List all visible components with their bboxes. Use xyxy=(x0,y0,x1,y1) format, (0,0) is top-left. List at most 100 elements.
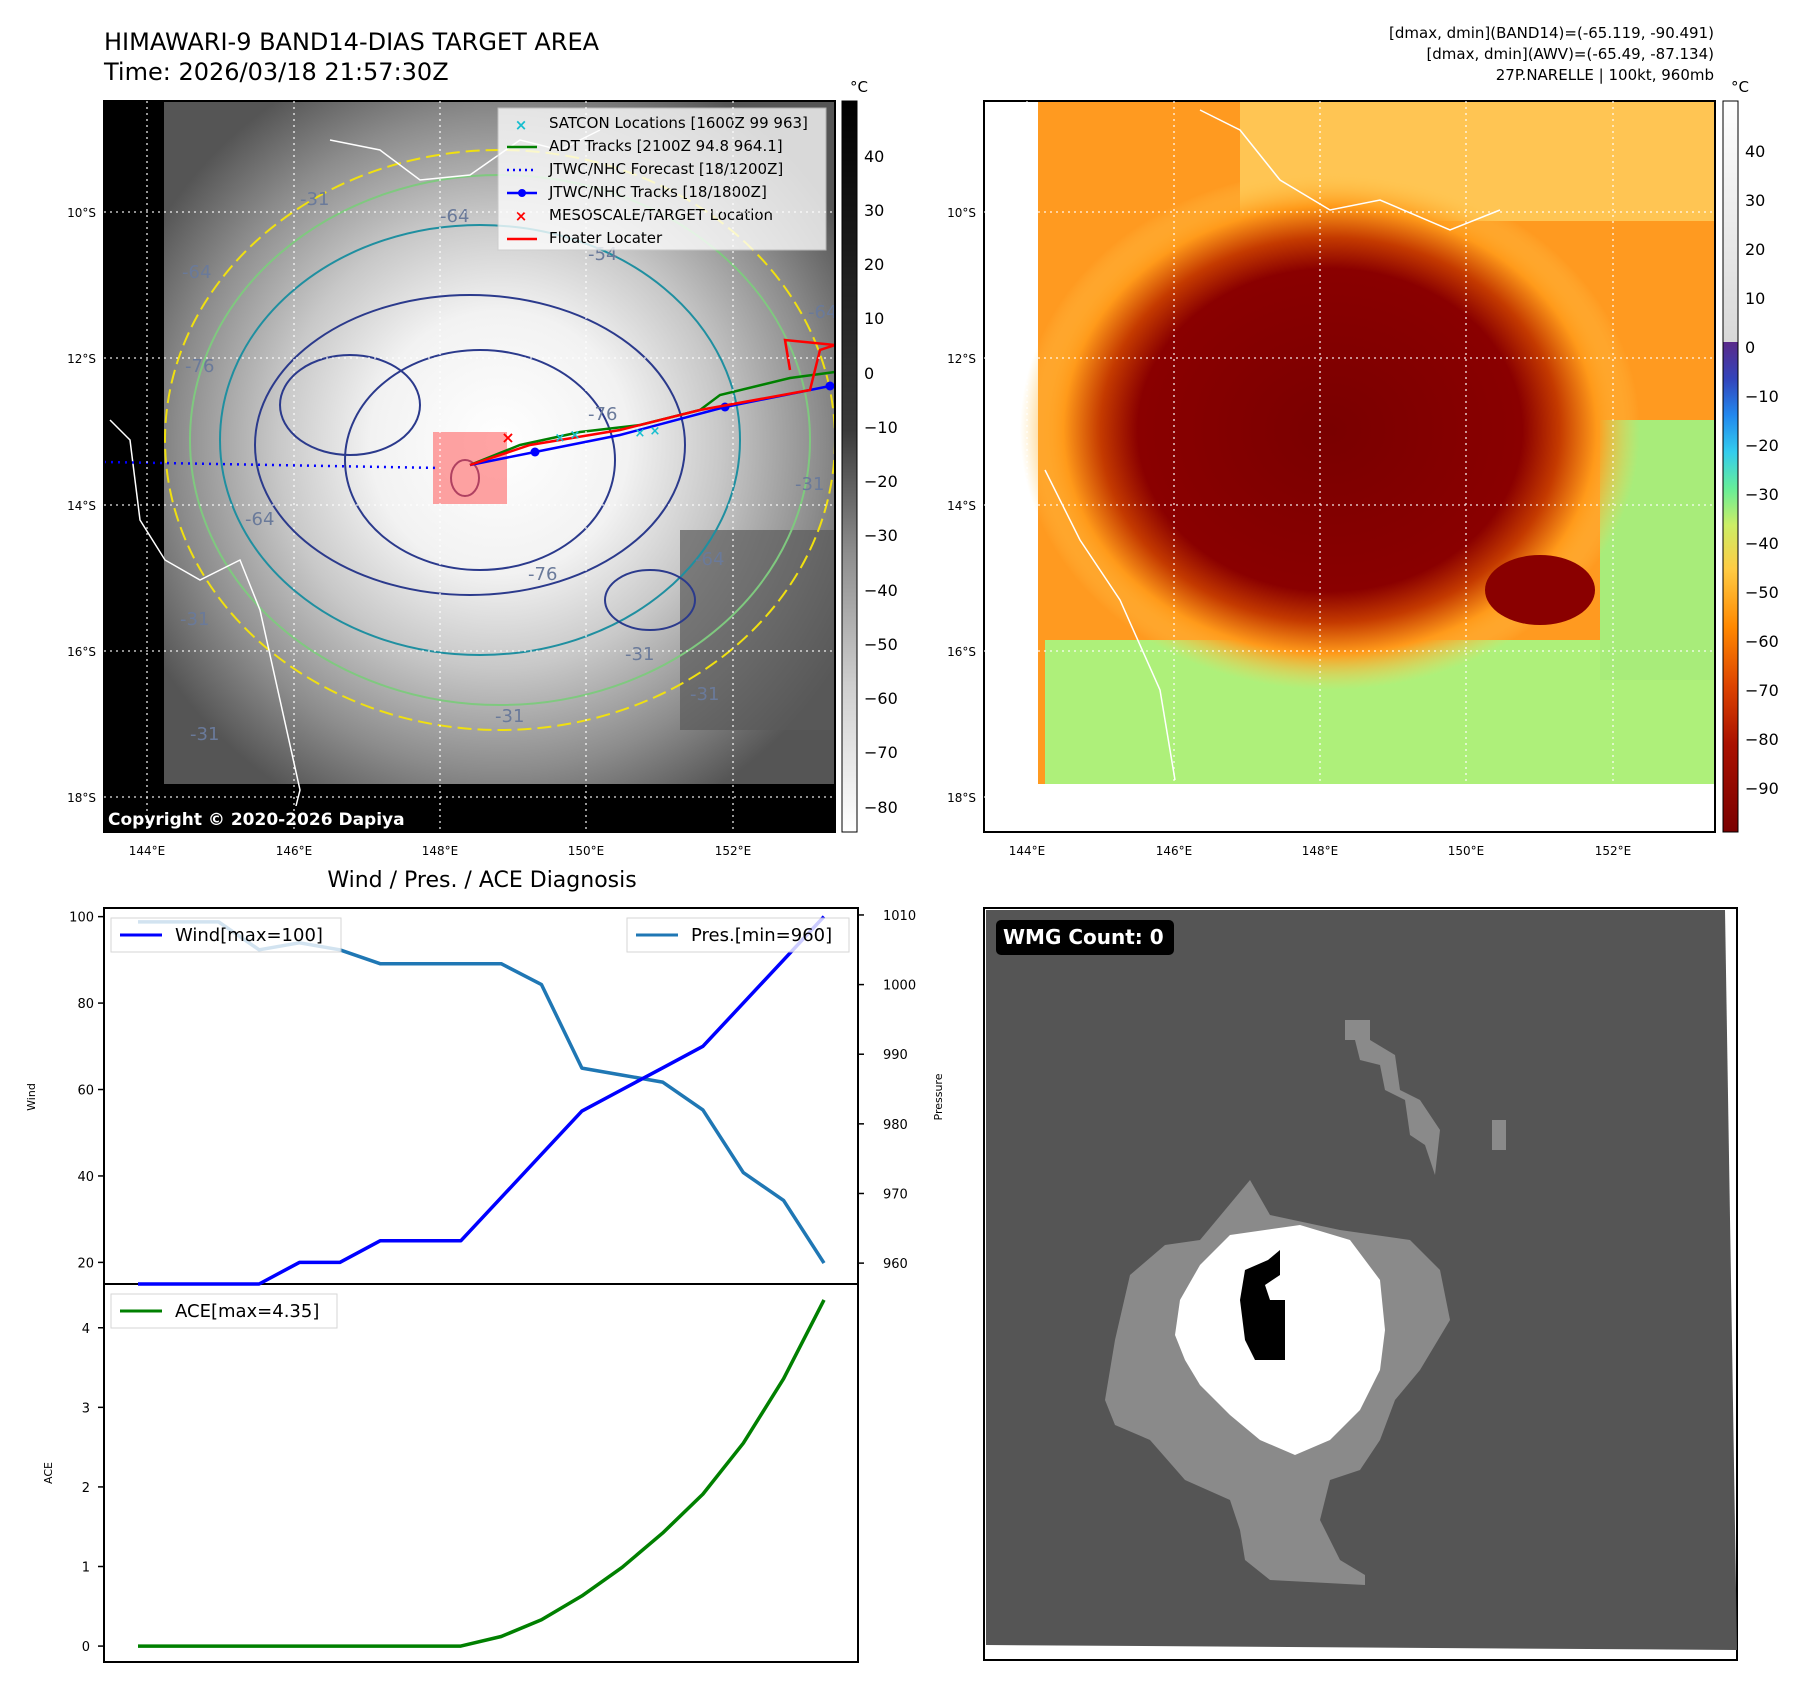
lat-tick-label: 12°S xyxy=(947,352,976,366)
coastline-left xyxy=(109,419,301,811)
jtwc-forecast-line xyxy=(104,460,441,470)
contour-label: -76 xyxy=(185,356,214,377)
lon-tick-label: 146°E xyxy=(1156,844,1193,858)
copyright-bar xyxy=(104,806,835,832)
legend-box xyxy=(497,107,827,251)
copyright-text: Copyright © 2020-2026 Dapiya xyxy=(108,810,405,830)
stats-line3: 27P.NARELLE | 100kt, 960mb xyxy=(1496,66,1714,84)
wmg-panel: WMG Count: 0 xyxy=(983,907,1738,1661)
legend-label-forecast: JTWC/NHC Forecast [18/1200Z] xyxy=(548,160,783,178)
color-cold-core xyxy=(1020,170,1640,690)
contour-labels: -64 -76 -76 -64 -64 -76 -64 -31 -31 -31 … xyxy=(180,189,837,745)
track-legend: × × SATCON Locations [1600Z 99 963] ADT … xyxy=(497,107,827,251)
pressure-tick-label: 960 xyxy=(883,1257,908,1272)
contour-label: -64 xyxy=(440,206,469,227)
coastline-right-north xyxy=(1199,109,1501,231)
target-marker: × xyxy=(501,428,514,447)
ace-tick-label: 0 xyxy=(82,1640,90,1655)
contour-label: -31 xyxy=(180,609,209,630)
wind-tick-label: 60 xyxy=(77,1084,94,1099)
ace-tick-label: 2 xyxy=(82,1481,90,1496)
contour-teal xyxy=(219,224,741,656)
lon-tick-label: 144°E xyxy=(129,844,166,858)
left-colorbar-ticks: 40 30 20 10 0 −10 −20 −30 −40 −50 −60 −7… xyxy=(864,147,898,817)
lat-tick-label: 18°S xyxy=(67,791,96,805)
lon-tick-label: 152°E xyxy=(1595,844,1632,858)
right-colorbar-tick: −60 xyxy=(1745,632,1779,651)
ir-dark-region xyxy=(680,530,835,730)
contour-blob-se xyxy=(604,569,696,631)
contour-label: -64 xyxy=(182,262,211,283)
stats-line1: [dmax, dmin](BAND14)=(-65.119, -90.491) xyxy=(1389,24,1714,42)
satcon-markers: × × × × xyxy=(555,424,661,446)
right-colorbar-unit: °C xyxy=(1731,78,1749,96)
ace-series-line xyxy=(138,1299,826,1648)
right-colorbar-tick: 30 xyxy=(1745,191,1765,210)
right-colorbar-tick: 20 xyxy=(1745,240,1765,259)
right-colorbar-tick: −70 xyxy=(1745,681,1779,700)
contour-label: -31 xyxy=(300,189,329,210)
wind-tick-label: 100 xyxy=(69,911,94,926)
left-colorbar-tick: 10 xyxy=(864,309,884,328)
map-gridlines xyxy=(104,101,1715,832)
contour-label: -31 xyxy=(190,724,219,745)
lon-tick-label: 152°E xyxy=(715,844,752,858)
legend-label-floater: Floater Locater xyxy=(549,229,663,247)
satcon-marker: × xyxy=(635,426,646,441)
legend-label-satcon: SATCON Locations [1600Z 99 963] xyxy=(549,114,808,132)
lat-tick-label: 10°S xyxy=(947,206,976,220)
legend-marker-tracks-dot xyxy=(518,189,526,197)
lat-tick-label: 16°S xyxy=(67,645,96,659)
contour-blob xyxy=(279,354,421,456)
jtwc-track-point xyxy=(530,447,540,457)
ace-legend-label: ACE[max=4.35] xyxy=(175,1301,319,1322)
title-line2: Time: 2026/03/18 21:57:30Z xyxy=(103,58,449,86)
legend-label-tracks: JTWC/NHC Tracks [18/1800Z] xyxy=(548,183,767,201)
lon-tick-label: 150°E xyxy=(568,844,605,858)
pressure-tick-label: 990 xyxy=(883,1048,908,1063)
contour-label: -31 xyxy=(795,474,824,495)
right-colorbar-tick: −10 xyxy=(1745,387,1779,406)
legend-label-adt: ADT Tracks [2100Z 94.8 964.1] xyxy=(549,137,783,155)
pressure-tick-label: 970 xyxy=(883,1187,908,1202)
left-colorbar-tick: −50 xyxy=(864,635,898,654)
right-colorbar-tick: −40 xyxy=(1745,534,1779,553)
ace-axis-label: ACE xyxy=(42,1462,55,1484)
pressure-tick-label: 1010 xyxy=(883,909,916,924)
lon-tick-label: 150°E xyxy=(1448,844,1485,858)
wmg-gray-dot xyxy=(1492,1120,1506,1150)
wind-tick-label: 80 xyxy=(77,997,94,1012)
wmg-label-box xyxy=(996,920,1174,955)
legend-marker-satcon: × xyxy=(515,116,528,134)
color-map-frame xyxy=(983,100,1716,833)
contour-label: -64 xyxy=(808,302,837,323)
lon-tick-label: 148°E xyxy=(422,844,459,858)
contour-indigo-inner xyxy=(344,349,616,571)
lat-tick-label: 10°S xyxy=(67,206,96,220)
diagnosis-chart: 20 40 60 80 100 960 970 980 990 1000 1010 0 1 2 3 4 xyxy=(69,909,916,1655)
contour-indigo-outer xyxy=(254,294,686,596)
left-colorbar-tick: −80 xyxy=(864,798,898,817)
lat-tick-label: 18°S xyxy=(947,791,976,805)
ace-tick-label: 1 xyxy=(82,1561,90,1576)
left-colorbar-tick: −10 xyxy=(864,418,898,437)
lat-tick-label: 14°S xyxy=(947,499,976,513)
right-colorbar-tick: −30 xyxy=(1745,485,1779,504)
jtwc-track-point xyxy=(825,381,835,391)
left-colorbar-tick: 30 xyxy=(864,201,884,220)
coastline-right xyxy=(1044,469,1176,781)
left-colorbar-tick: 40 xyxy=(864,147,884,166)
contour-label: -31 xyxy=(625,644,654,665)
right-colorbar-tick: 40 xyxy=(1745,142,1765,161)
color-cold-blob xyxy=(1485,555,1595,625)
ace-frame xyxy=(103,1283,859,1663)
diagnosis-title: Wind / Pres. / ACE Diagnosis xyxy=(327,868,636,893)
contour-label: -76 xyxy=(588,404,617,425)
pressure-axis-label: Pressure xyxy=(932,1073,945,1120)
right-colorbar-tick: 0 xyxy=(1745,338,1755,357)
stats-line2: [dmax, dmin](AWV)=(-65.49, -87.134) xyxy=(1426,45,1714,63)
lat-tick-label: 16°S xyxy=(947,645,976,659)
color-map-panel xyxy=(984,101,1715,832)
pressure-series-line xyxy=(138,920,826,1265)
